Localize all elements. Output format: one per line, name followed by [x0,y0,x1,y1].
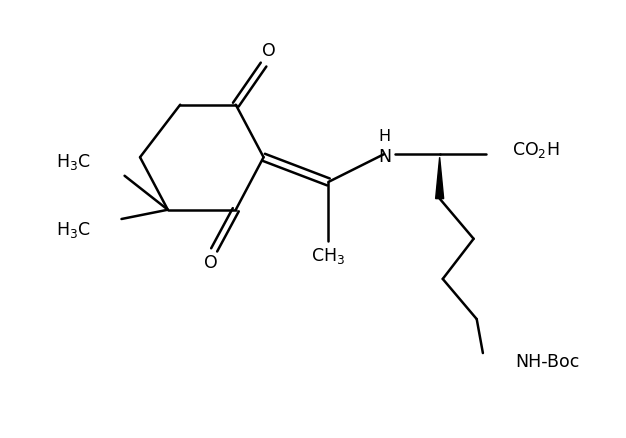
Text: N: N [378,148,391,166]
Text: H$_3$C: H$_3$C [56,220,91,240]
Text: CH$_3$: CH$_3$ [311,246,346,266]
Text: CO$_2$H: CO$_2$H [512,141,560,160]
Text: H$_3$C: H$_3$C [56,152,91,172]
Text: NH-Boc: NH-Boc [515,353,580,371]
Text: H: H [379,129,391,145]
Polygon shape [436,157,444,198]
Text: O: O [262,42,275,60]
Text: O: O [204,254,218,272]
